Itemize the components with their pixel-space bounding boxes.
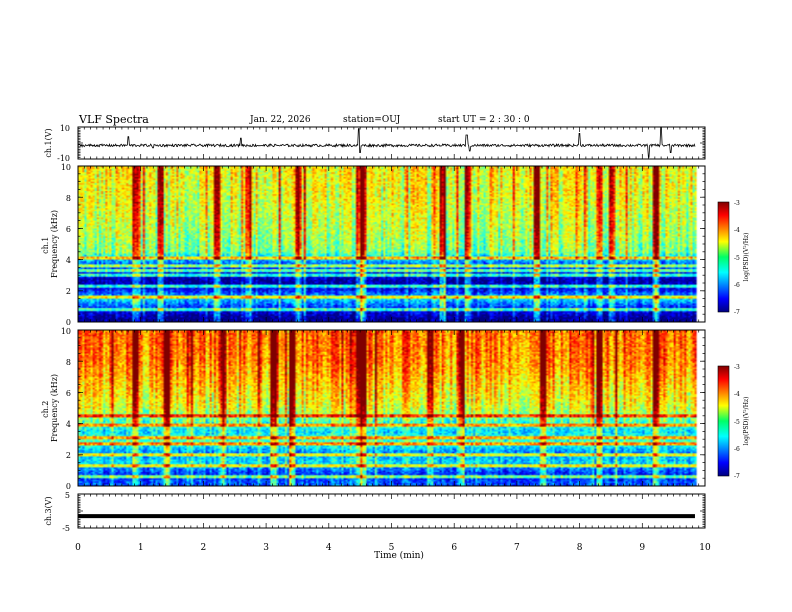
xtick-4: 4 [326,543,332,553]
start-ut-label: start UT = 2 : 30 : 0 [438,115,530,125]
ch2-cb-tick-7: -7 [734,473,740,480]
ch3-ytick-bottom: -5 [62,524,70,533]
ch2-spectrogram-image [78,330,705,486]
ch1-cb-tick-7: -7 [734,309,740,316]
ch2-ytick-4: 4 [66,420,71,429]
xtick-10: 10 [699,543,711,553]
ch3-panel [77,493,706,529]
ch1-waveform-trace [77,127,696,158]
ch2-colorbar: -3 -4 -5 -6 -7 log(PSD)(V²/Hz) [717,364,750,480]
ch1-panel [77,126,706,160]
spec1-raster [78,166,705,322]
ch3-ticks [77,493,706,529]
xtick-6: 6 [451,543,457,553]
x-axis-label: Time (min) [374,550,424,561]
ch1-colorbar-gradient [717,201,730,313]
ch2-ytick-2: 2 [66,451,71,460]
ch3-ylabel: ch.3(V) [44,496,53,525]
spec2-raster [78,330,705,486]
ch1-ytick-labels: 10 8 6 4 2 0 [61,163,71,327]
ch1-ytick-8: 8 [66,194,71,203]
xtick-7: 7 [514,543,520,553]
ch3-frame [77,493,706,529]
ch1-ticks [77,126,706,160]
xtick-1: 1 [138,543,144,553]
ch1-spectrogram-ticks [77,165,706,323]
ch2-ytick-labels: 10 8 6 4 2 0 [61,327,71,491]
xtick-2: 2 [201,543,207,553]
ch1-frame [77,126,706,160]
ch2-spectrogram-panel [77,329,706,487]
ch2-colorbar-gradient [717,365,730,477]
ch2-cb-tick-3: -3 [734,364,740,371]
ch1-ytick-2: 2 [66,287,71,296]
ch1-colorbar: -3 -4 -5 -6 -7 log(PSD)(V²/Hz) [717,200,750,316]
x-axis: 0 1 2 3 4 5 6 7 8 9 10 Time (min) [75,543,711,561]
ch1-ytick-0: 0 [66,318,71,327]
ch1-ytick-top: 10 [60,124,70,133]
ch1-ylabel: ch.1(V) [44,128,53,157]
xtick-0: 0 [75,543,81,553]
ch2-spectrogram-ticks [77,329,706,487]
ch1-spectrogram-image [78,166,705,322]
ch1-ytick-10: 10 [61,163,71,172]
ch1-cb-tick-6: -6 [734,282,740,289]
ch3-ytick-top: 5 [65,491,70,500]
xtick-5: 5 [389,543,395,553]
ch1-colorbar-label: log(PSD)(V²/Hz) [743,233,750,282]
ch2-ytick-6: 6 [66,389,71,398]
chart-title: VLF Spectra [79,113,149,126]
ch1-cb-tick-3: -3 [734,200,740,207]
ch1-ytick-6: 6 [66,225,71,234]
ch2-colorbar-label: log(PSD)(V²/Hz) [743,397,750,446]
xtick-9: 9 [639,543,645,553]
ch1-spectrogram-panel [77,165,706,323]
ch2-cb-tick-5: -5 [734,419,740,426]
ch1-cb-tick-5: -5 [734,255,740,262]
ch2-spectrogram-ylabel: ch.2 Frequency (kHz) [41,374,59,442]
ch2-ytick-10: 10 [61,327,71,336]
ch2-cb-tick-6: -6 [734,446,740,453]
ch2-ylabel-line1: ch.2 [41,401,50,418]
ch1-ylabel-line2: Frequency (kHz) [50,210,59,278]
ch2-cb-tick-4: -4 [734,391,740,398]
ch1-ylabel-line1: ch.1 [41,237,50,254]
ch2-ytick-0: 0 [66,482,71,491]
xtick-3: 3 [263,543,269,553]
xtick-8: 8 [577,543,583,553]
ch1-cb-tick-4: -4 [734,227,740,234]
station-label: station=OUJ [343,115,401,125]
ch1-ytick-4: 4 [66,256,71,265]
ch2-ytick-8: 8 [66,358,71,367]
ch1-spectrogram-ylabel: ch.1 Frequency (kHz) [41,210,59,278]
ch2-ylabel-line2: Frequency (kHz) [50,374,59,442]
date-label: Jan. 22, 2026 [250,115,311,125]
ch1-ytick-bottom: -10 [57,154,70,163]
